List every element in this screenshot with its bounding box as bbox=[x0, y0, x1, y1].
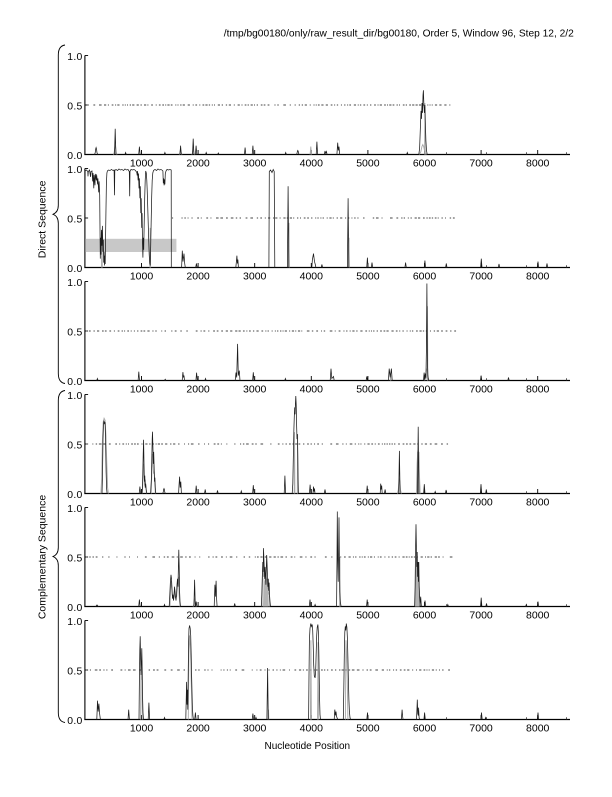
svg-text:6000: 6000 bbox=[413, 158, 437, 170]
svg-text:6000: 6000 bbox=[413, 610, 437, 622]
svg-text:5000: 5000 bbox=[356, 497, 380, 509]
svg-text:4000: 4000 bbox=[300, 158, 324, 170]
svg-text:5000: 5000 bbox=[356, 271, 380, 283]
svg-text:8000: 8000 bbox=[526, 158, 550, 170]
svg-text:0.0: 0.0 bbox=[67, 490, 82, 501]
svg-text:4000: 4000 bbox=[300, 610, 324, 622]
svg-text:7000: 7000 bbox=[469, 497, 493, 509]
svg-text:6000: 6000 bbox=[413, 271, 437, 283]
svg-text:1000: 1000 bbox=[130, 610, 154, 622]
svg-text:2000: 2000 bbox=[186, 158, 210, 170]
svg-text:0.5: 0.5 bbox=[67, 554, 82, 565]
svg-text:7000: 7000 bbox=[469, 158, 493, 170]
svg-text:Direct Sequence: Direct Sequence bbox=[37, 180, 49, 258]
svg-text:8000: 8000 bbox=[526, 610, 550, 622]
svg-text:4000: 4000 bbox=[300, 271, 324, 283]
svg-text:1.0: 1.0 bbox=[67, 504, 82, 515]
svg-text:3000: 3000 bbox=[243, 497, 267, 509]
svg-text:4000: 4000 bbox=[300, 497, 324, 509]
svg-text:0.0: 0.0 bbox=[67, 603, 82, 614]
svg-text:2000: 2000 bbox=[186, 610, 210, 622]
svg-text:3000: 3000 bbox=[243, 158, 267, 170]
svg-text:4000: 4000 bbox=[300, 384, 324, 396]
svg-text:1000: 1000 bbox=[130, 384, 154, 396]
svg-text:0.5: 0.5 bbox=[67, 215, 82, 226]
svg-text:1.0: 1.0 bbox=[67, 278, 82, 289]
svg-text:0.5: 0.5 bbox=[67, 441, 82, 452]
svg-text:7000: 7000 bbox=[469, 723, 493, 735]
svg-text:1.0: 1.0 bbox=[67, 391, 82, 402]
svg-text:6000: 6000 bbox=[413, 497, 437, 509]
svg-text:1.0: 1.0 bbox=[67, 52, 82, 63]
svg-text:Complementary Sequence: Complementary Sequence bbox=[37, 495, 49, 619]
svg-text:5000: 5000 bbox=[356, 384, 380, 396]
svg-text:1.0: 1.0 bbox=[67, 165, 82, 176]
svg-text:2000: 2000 bbox=[186, 723, 210, 735]
svg-text:0.5: 0.5 bbox=[67, 667, 82, 678]
svg-text:8000: 8000 bbox=[526, 271, 550, 283]
svg-text:2000: 2000 bbox=[186, 271, 210, 283]
svg-text:/tmp/bg00180/only/raw_result_d: /tmp/bg00180/only/raw_result_dir/bg00180… bbox=[224, 28, 574, 39]
svg-text:3000: 3000 bbox=[243, 723, 267, 735]
svg-text:1000: 1000 bbox=[130, 723, 154, 735]
svg-text:3000: 3000 bbox=[243, 610, 267, 622]
svg-text:8000: 8000 bbox=[526, 497, 550, 509]
svg-text:3000: 3000 bbox=[243, 271, 267, 283]
svg-text:Nucleotide Position: Nucleotide Position bbox=[264, 741, 350, 752]
svg-text:5000: 5000 bbox=[356, 158, 380, 170]
svg-text:6000: 6000 bbox=[413, 723, 437, 735]
svg-text:7000: 7000 bbox=[469, 384, 493, 396]
svg-text:5000: 5000 bbox=[356, 610, 380, 622]
svg-text:0.0: 0.0 bbox=[67, 151, 82, 162]
svg-text:0.0: 0.0 bbox=[67, 264, 82, 275]
svg-text:2000: 2000 bbox=[186, 497, 210, 509]
svg-text:6000: 6000 bbox=[413, 384, 437, 396]
svg-text:0.0: 0.0 bbox=[67, 716, 82, 727]
svg-text:1.0: 1.0 bbox=[67, 617, 82, 628]
svg-text:8000: 8000 bbox=[526, 384, 550, 396]
svg-text:7000: 7000 bbox=[469, 610, 493, 622]
svg-text:1000: 1000 bbox=[130, 271, 154, 283]
svg-text:0.5: 0.5 bbox=[67, 102, 82, 113]
svg-text:7000: 7000 bbox=[469, 271, 493, 283]
svg-text:8000: 8000 bbox=[526, 723, 550, 735]
svg-text:2000: 2000 bbox=[186, 384, 210, 396]
svg-text:1000: 1000 bbox=[130, 158, 154, 170]
svg-text:0.0: 0.0 bbox=[67, 377, 82, 388]
svg-text:5000: 5000 bbox=[356, 723, 380, 735]
svg-text:1000: 1000 bbox=[130, 497, 154, 509]
svg-text:0.5: 0.5 bbox=[67, 328, 82, 339]
svg-text:4000: 4000 bbox=[300, 723, 324, 735]
svg-text:3000: 3000 bbox=[243, 384, 267, 396]
